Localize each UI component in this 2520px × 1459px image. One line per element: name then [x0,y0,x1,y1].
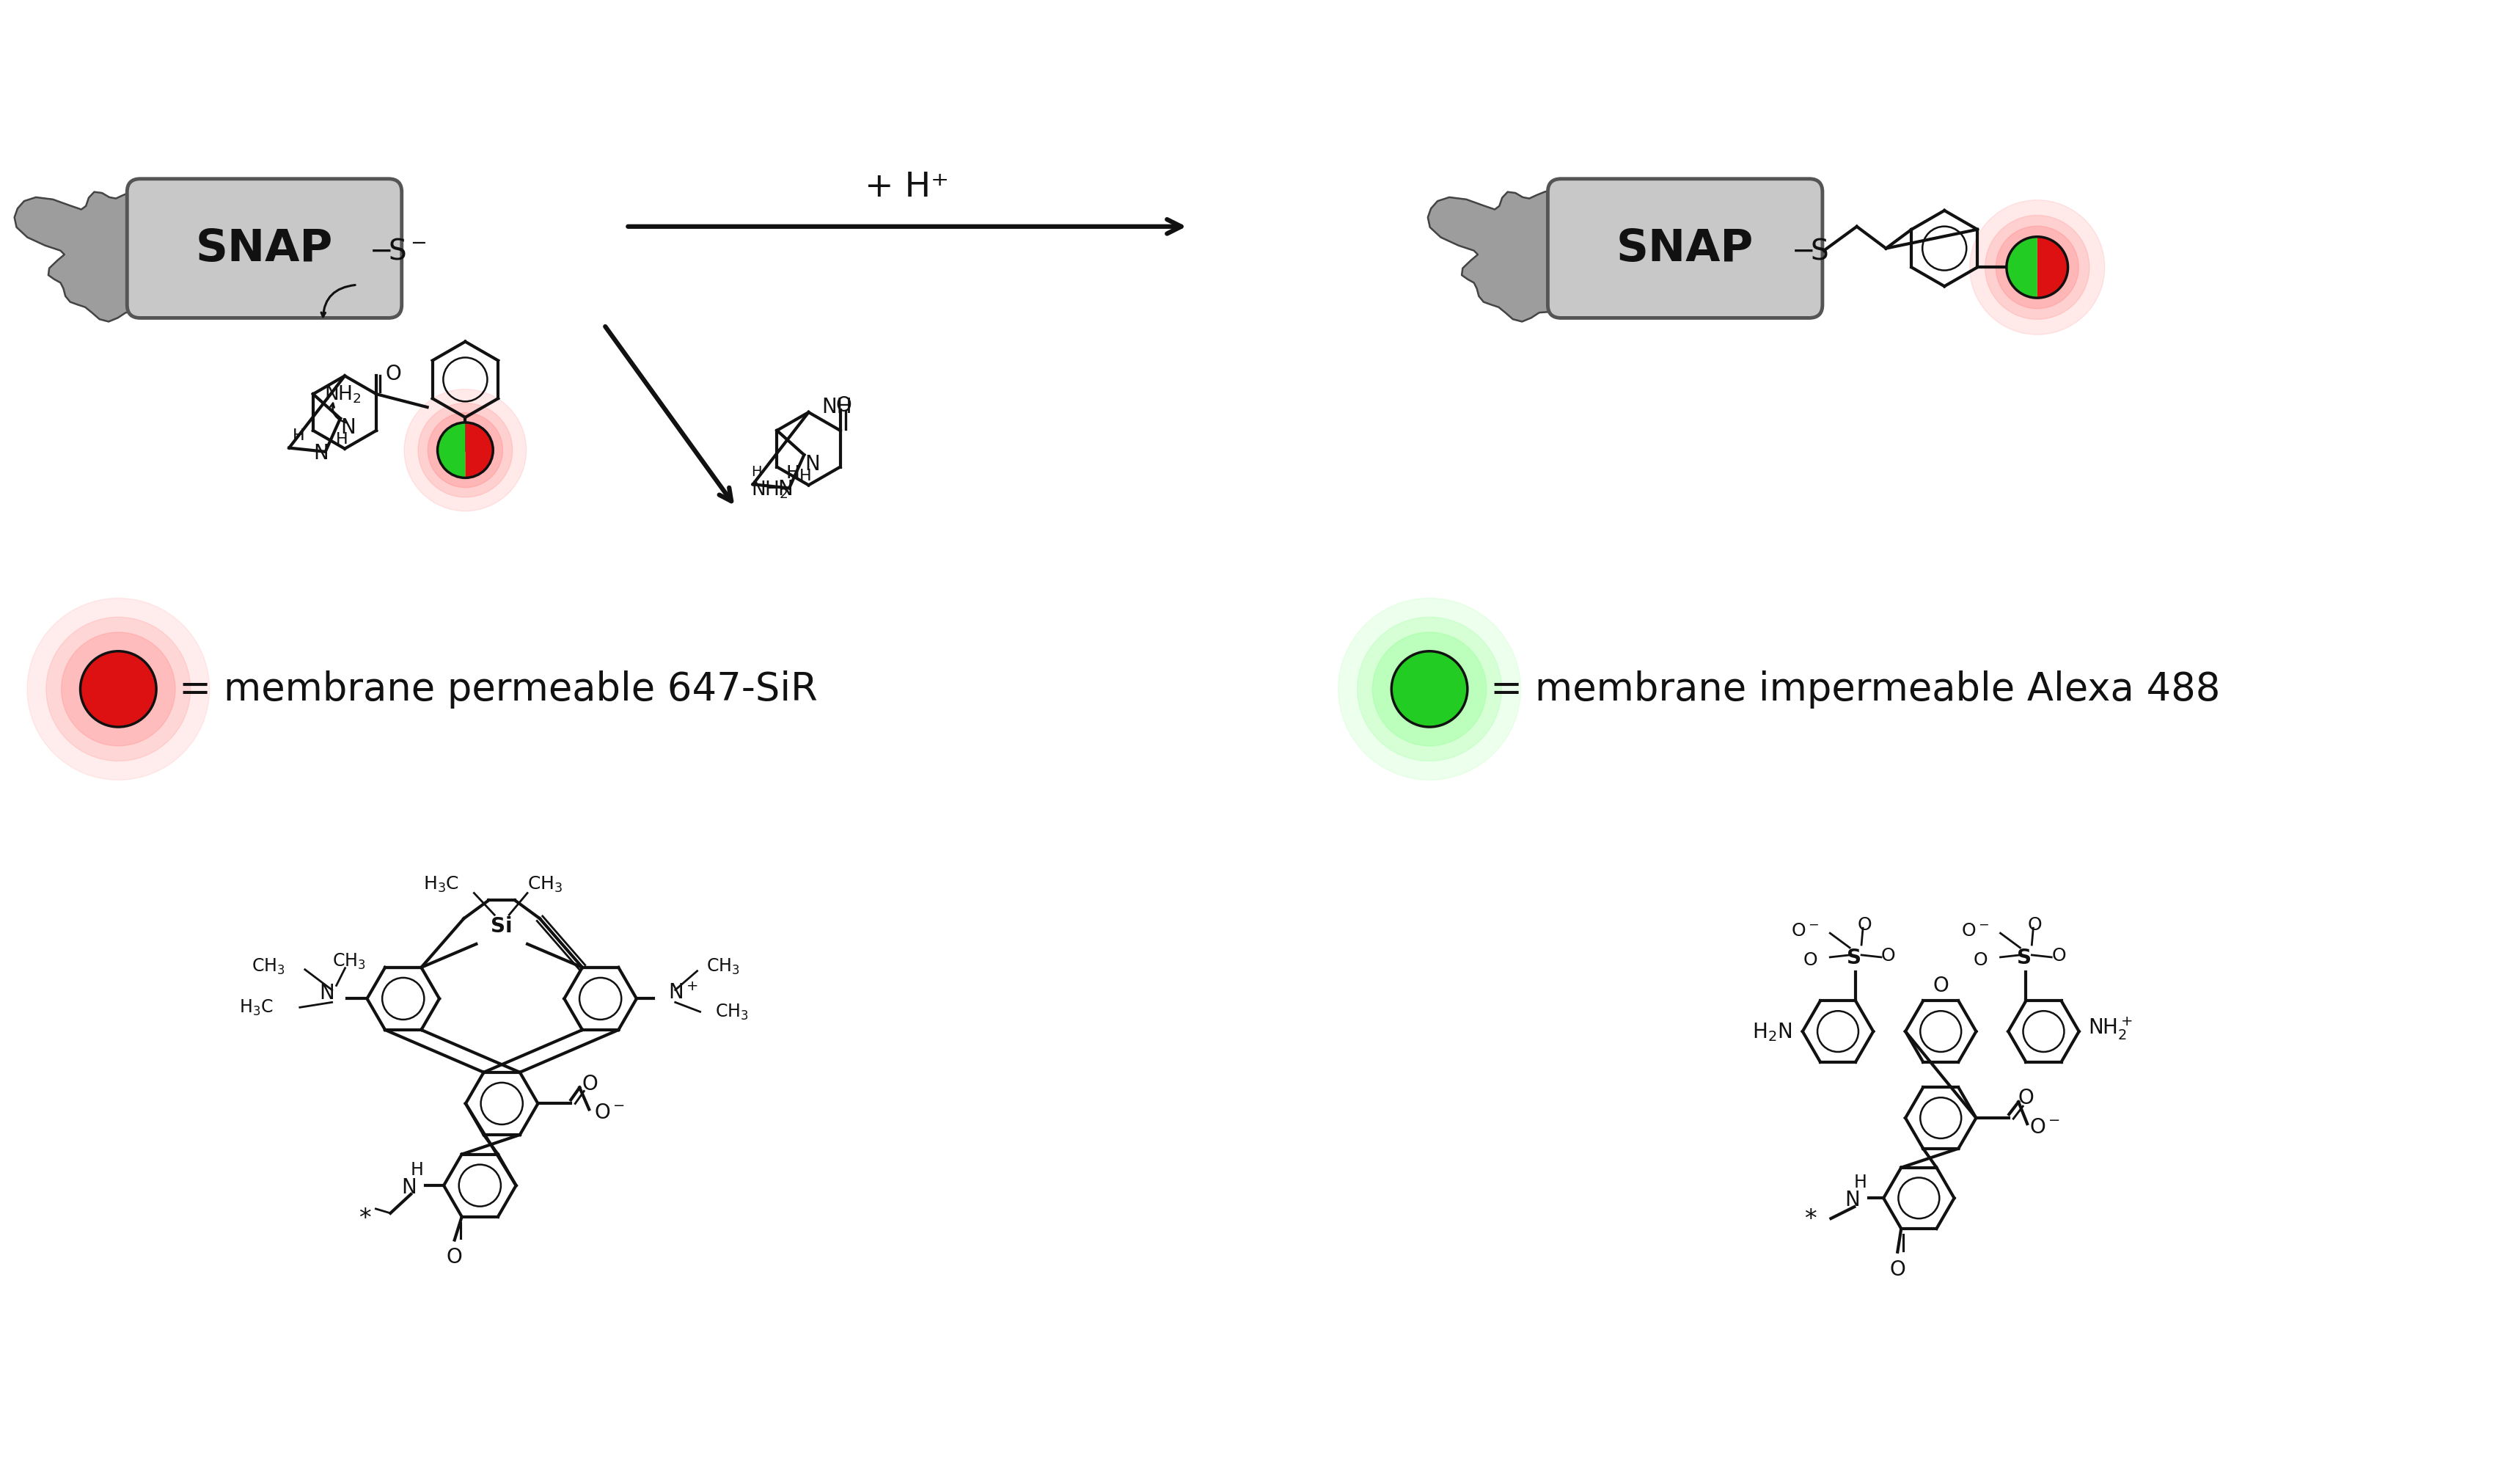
Text: H: H [799,468,811,483]
Polygon shape [15,193,214,322]
Wedge shape [2036,238,2066,299]
Circle shape [1391,652,1467,728]
Text: O: O [582,1072,597,1094]
Circle shape [403,390,527,512]
Text: O$^-$: O$^-$ [2029,1116,2059,1137]
Text: H$_2$N: H$_2$N [1751,1021,1792,1043]
Text: CH$_3$: CH$_3$ [716,1002,748,1021]
Text: *: * [1804,1207,1817,1231]
Circle shape [1968,201,2104,336]
Text: + H⁺: + H⁺ [864,171,950,204]
Text: H: H [751,465,761,479]
Text: O: O [2016,1087,2034,1107]
Text: O: O [1890,1259,1905,1280]
Text: N: N [776,479,791,499]
Text: $-\!$S: $-\!$S [1792,238,1827,266]
Circle shape [418,404,512,498]
Circle shape [1338,598,1520,781]
Text: O$^-$: O$^-$ [1961,922,1988,940]
Text: CH$_3$: CH$_3$ [527,874,562,893]
Text: N: N [1845,1189,1860,1210]
Text: H: H [1852,1173,1867,1191]
Text: O$^-$: O$^-$ [595,1102,625,1123]
Wedge shape [2006,238,2036,299]
Text: H: H [411,1161,423,1179]
Text: NH$_2^+$: NH$_2^+$ [2087,1015,2132,1042]
Text: O$^-$: O$^-$ [1792,922,1819,940]
Text: S: S [1847,947,1860,967]
FancyBboxPatch shape [1547,179,1822,318]
Text: NH$_2$: NH$_2$ [751,479,789,499]
Text: O: O [1802,951,1817,969]
Text: $-\!$S$^-$: $-\!$S$^-$ [368,238,426,266]
Circle shape [1983,216,2089,320]
Circle shape [1996,226,2079,309]
Text: = membrane permeable 647-SiR: = membrane permeable 647-SiR [179,670,816,709]
Text: O: O [2026,916,2041,934]
Circle shape [1356,617,1502,762]
Text: = membrane impermeable Alexa 488: = membrane impermeable Alexa 488 [1489,670,2220,709]
Wedge shape [466,423,494,479]
Text: H$_3$C: H$_3$C [423,874,459,893]
Text: CH$_3$: CH$_3$ [252,957,285,976]
Text: Si: Si [491,916,512,937]
Text: CH$_3$: CH$_3$ [706,957,738,976]
Text: N: N [320,983,335,1004]
Polygon shape [1426,193,1625,322]
Text: SNAP: SNAP [197,228,333,270]
Text: O: O [446,1246,461,1266]
Text: O: O [2051,947,2066,964]
Text: NH: NH [822,397,852,417]
Text: N: N [804,454,819,474]
Text: S: S [2016,947,2031,967]
Text: O: O [1933,975,1948,995]
Text: N: N [401,1177,416,1198]
Text: N$^+$: N$^+$ [668,983,698,1004]
Text: O: O [1857,916,1870,934]
Text: *: * [358,1207,370,1230]
FancyBboxPatch shape [126,179,401,318]
Text: N: N [340,417,355,438]
Circle shape [28,598,209,781]
Circle shape [428,413,501,487]
Wedge shape [438,423,466,479]
Text: O: O [1880,947,1895,964]
Circle shape [60,633,176,746]
Circle shape [81,652,156,728]
Text: N: N [312,442,328,463]
Text: CH$_3$: CH$_3$ [333,951,365,970]
Text: SNAP: SNAP [1615,228,1754,270]
Text: O: O [1973,951,1988,969]
Text: O: O [837,395,852,416]
Circle shape [45,617,192,762]
Text: NH$_2$: NH$_2$ [325,384,360,406]
Circle shape [1371,633,1487,746]
Text: H$_3$C: H$_3$C [239,998,275,1017]
Text: H: H [786,464,799,481]
Text: H: H [335,432,348,446]
Text: O: O [386,363,401,385]
Text: H: H [292,427,305,442]
